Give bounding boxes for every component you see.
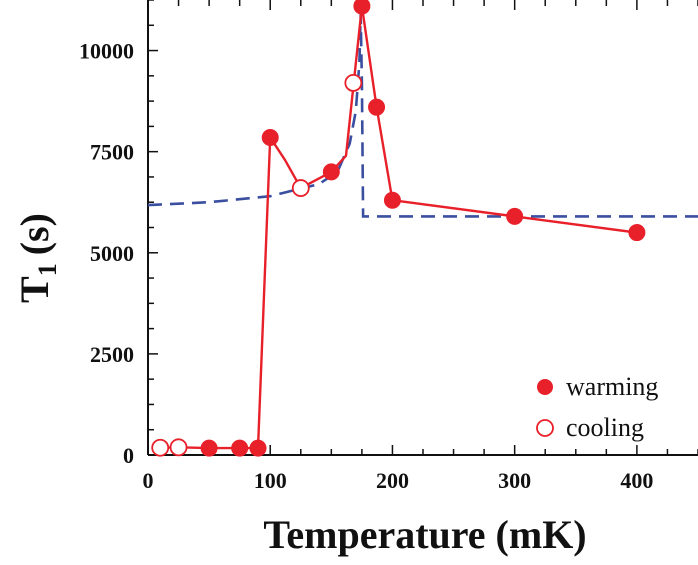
data-point-warming	[231, 439, 249, 457]
data-point-cooling	[169, 438, 188, 457]
data-point-warming	[322, 163, 340, 181]
data-point-warming	[628, 224, 646, 242]
fit-curve-layer	[147, 14, 698, 218]
y-tick-label: 0	[123, 443, 134, 468]
legend-cooling-label: cooling	[566, 413, 644, 442]
x-tick-label: 200	[376, 468, 409, 493]
data-point-warming	[353, 0, 371, 15]
x-tick-label: 400	[620, 468, 653, 493]
x-tick-label: 100	[254, 468, 287, 493]
x-tick-label: 0	[143, 468, 154, 493]
x-axis-title: Temperature (mK)	[263, 512, 586, 557]
legend-warming-marker	[537, 379, 553, 395]
legend-warming-label: warming	[566, 372, 658, 401]
data-point-warming	[249, 439, 267, 457]
data-points-layer	[151, 0, 646, 457]
y-axis-title: T1 (s)	[12, 213, 62, 303]
y-axis-title-main: T	[12, 276, 57, 303]
data-point-warming	[368, 98, 386, 116]
legend: warming cooling	[536, 372, 658, 442]
legend-cooling-marker	[536, 419, 554, 437]
y-axis-title-subscript: 1	[33, 263, 62, 276]
data-point-warming	[200, 439, 218, 457]
data-point-cooling	[291, 179, 310, 197]
y-axis-title-unit: (s)	[12, 213, 57, 255]
data-point-cooling	[151, 438, 170, 457]
y-tick-label: 2500	[90, 342, 134, 367]
data-point-warming	[506, 207, 524, 225]
tick-labels-layer: 0 100 200 300 400 0 2500 5000 7500 10000	[79, 39, 653, 493]
data-point-warming	[261, 129, 279, 147]
fit-curve	[147, 14, 698, 218]
data-point-cooling	[344, 74, 363, 92]
y-tick-label: 10000	[79, 39, 134, 64]
data-point-warming	[383, 191, 401, 209]
y-tick-label: 5000	[90, 241, 134, 266]
x-tick-label: 300	[498, 468, 531, 493]
y-tick-label: 7500	[90, 140, 134, 165]
